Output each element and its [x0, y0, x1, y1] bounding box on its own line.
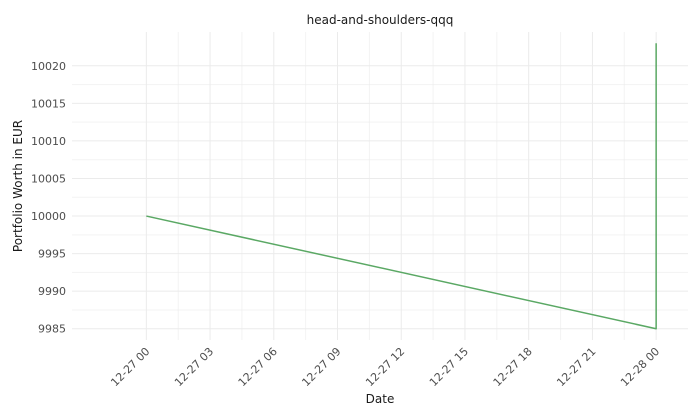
grid	[72, 32, 688, 340]
x-tick-label: 12-27 06	[236, 345, 280, 389]
x-tick-label: 12-27 18	[491, 345, 535, 389]
x-tick-label: 12-27 21	[554, 345, 598, 389]
x-axis-ticks: 12-27 00 12-27 03 12-27 06 12-27 09 12-27 12…	[108, 345, 662, 389]
x-tick-label: 12-27 03	[172, 345, 216, 389]
y-tick-label: 10005	[31, 172, 66, 185]
x-tick-label: 12-27 00	[108, 345, 152, 389]
y-tick-label: 10020	[31, 60, 66, 73]
y-tick-label: 9990	[38, 285, 66, 298]
x-tick-label: 12-27 09	[299, 345, 343, 389]
x-tick-label: 12-27 12	[363, 345, 407, 389]
y-axis-title: Portfolio Worth in EUR	[11, 120, 25, 252]
y-tick-label: 9995	[38, 248, 66, 261]
x-tick-label: 12-28 00	[618, 345, 662, 389]
series-line	[146, 43, 657, 330]
y-axis-ticks: 9985 9990 9995 10000 10005 10010 10015 10020	[31, 60, 66, 336]
chart-title: head-and-shoulders-qqq	[307, 13, 454, 27]
x-tick-label: 12-27 15	[427, 345, 471, 389]
series-layer	[146, 43, 657, 330]
y-tick-label: 9985	[38, 323, 66, 336]
x-axis-title: Date	[366, 392, 395, 406]
y-tick-label: 10010	[31, 135, 66, 148]
y-tick-label: 10000	[31, 210, 66, 223]
y-tick-label: 10015	[31, 97, 66, 110]
